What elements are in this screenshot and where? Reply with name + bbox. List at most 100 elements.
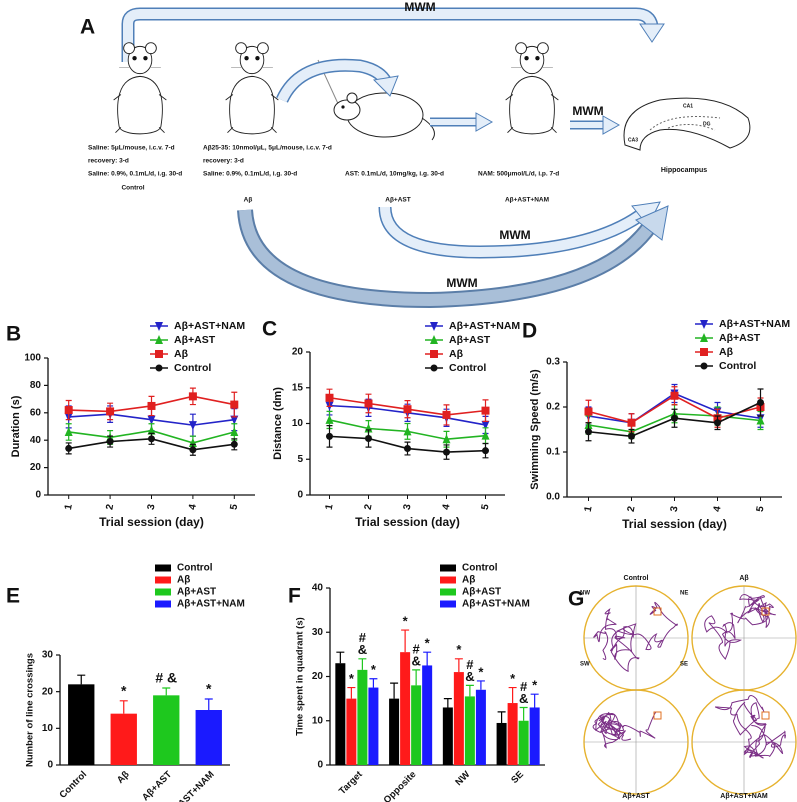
y-tick-label: 0	[297, 490, 303, 501]
error-bar	[465, 684, 474, 697]
bar	[507, 703, 518, 765]
y-tick-label: 0	[35, 490, 41, 501]
marker	[364, 399, 373, 408]
legend-label: Aβ	[462, 575, 475, 586]
error-bar	[336, 651, 345, 664]
group-name: Control	[121, 185, 144, 192]
error-bar	[77, 674, 86, 685]
significance-mark: &	[411, 653, 420, 668]
x-axis-label: Trial session (day)	[622, 517, 727, 531]
mouse	[505, 42, 559, 135]
error-bar	[401, 629, 410, 653]
legend-marker	[430, 364, 438, 372]
platform	[761, 711, 770, 720]
legend-swatch	[440, 564, 456, 572]
marker	[106, 407, 115, 416]
bar	[422, 665, 433, 765]
error-bar	[162, 687, 171, 696]
legend-label: Aβ	[449, 348, 464, 360]
error-bar	[119, 700, 128, 714]
error-bar	[369, 678, 378, 688]
bar	[346, 698, 357, 765]
marker	[147, 401, 156, 410]
legend-marker	[155, 335, 163, 344]
pool-panel	[583, 585, 797, 795]
arrow	[123, 9, 657, 62]
marker	[481, 430, 490, 440]
x-tick-label: Opposite	[382, 769, 419, 802]
y-axis-label: Swimming Speed (m/s)	[529, 369, 541, 490]
y-tick-label: 5	[297, 454, 303, 465]
significance-mark: *	[532, 678, 538, 693]
bar	[411, 685, 422, 765]
x-tick-label: 4	[187, 503, 199, 511]
significance-mark: *	[425, 636, 431, 651]
swim-path	[593, 601, 678, 672]
y-tick-label: 15	[292, 382, 304, 393]
y-tick-label: 40	[30, 435, 42, 446]
legend-swatch	[155, 588, 171, 596]
x-tick-label: Control	[57, 769, 89, 801]
group-name: Aβ+AST	[385, 197, 410, 204]
x-tick-label: 1	[583, 505, 595, 513]
marker	[230, 415, 239, 425]
y-tick-label: 0.3	[546, 357, 560, 368]
swim-path	[714, 694, 786, 759]
legend-label: Aβ+AST+NAM	[462, 599, 530, 610]
y-tick-label: 100	[24, 353, 41, 364]
bar	[496, 722, 507, 765]
bar	[453, 672, 464, 765]
quadrant-label: SE	[680, 662, 688, 668]
quadrant-label: SW	[580, 662, 590, 668]
y-tick-label: 20	[42, 686, 54, 697]
significance-mark: *	[121, 683, 127, 699]
mwm-label: MWM	[499, 228, 530, 242]
x-tick-label: 5	[755, 505, 767, 513]
x-tick-label: 4	[712, 505, 724, 513]
y-tick-label: 0	[47, 760, 53, 771]
y-axis-label: Time spent in quadrant (s)	[295, 617, 306, 736]
mouse-lying	[317, 59, 435, 141]
protocol-text: NAM: 500μmol/L/d, i.p. 7-d	[478, 171, 559, 178]
y-tick-label: 20	[312, 671, 324, 682]
bar	[195, 710, 222, 765]
platform	[653, 607, 662, 616]
region-label: CA1	[683, 103, 693, 109]
bar	[529, 707, 540, 765]
legend-swatch	[440, 588, 456, 596]
panel-letter: F	[288, 585, 301, 608]
arrow-head	[602, 115, 621, 135]
legend-swatch	[440, 600, 456, 608]
legend-label: Aβ	[174, 348, 189, 360]
y-tick-label: 0.2	[546, 402, 560, 413]
legend-marker	[700, 362, 708, 370]
x-tick-label: Aβ+AST	[140, 769, 174, 802]
panel-letter: C	[262, 318, 277, 341]
significance-mark: # &	[155, 670, 177, 686]
panel-letter: D	[522, 320, 537, 343]
hippocampus-detail	[649, 116, 721, 131]
x-tick-label: 4	[441, 503, 453, 511]
quadrant-label: NE	[680, 591, 688, 597]
y-axis-label: Duration (s)	[10, 395, 22, 457]
significance-mark: *	[206, 681, 212, 697]
x-tick-label: 5	[229, 503, 241, 511]
marker	[365, 435, 372, 443]
error-bar	[519, 706, 528, 721]
protocol-text: Saline: 0.9%, 0.1mL/d, i.g. 30-d	[88, 171, 182, 178]
y-tick-label: 0	[317, 760, 323, 771]
arrow-head	[475, 112, 494, 132]
significance-mark: &	[465, 669, 474, 684]
error-bar	[347, 686, 356, 699]
legend-marker	[430, 335, 438, 344]
bar	[518, 720, 529, 765]
quadrant-divider	[692, 586, 796, 690]
marker	[106, 438, 114, 446]
marker	[482, 447, 489, 455]
legend-label: Aβ+AST	[174, 334, 216, 346]
bar	[68, 684, 95, 765]
significance-mark: *	[371, 662, 377, 677]
platform	[653, 711, 662, 720]
marker	[188, 392, 197, 401]
